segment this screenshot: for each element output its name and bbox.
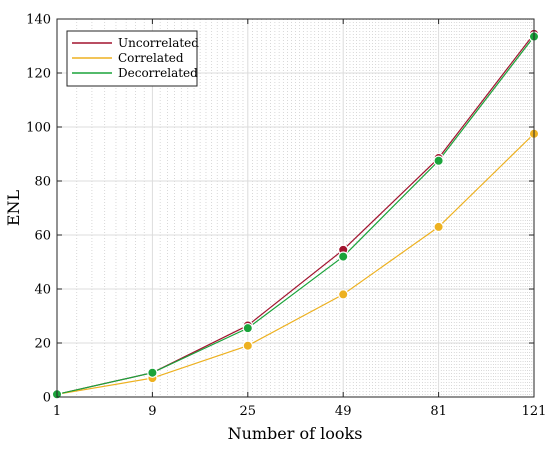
legend-label-uncorrelated: Uncorrelated bbox=[118, 36, 199, 50]
data-point-correlated bbox=[242, 340, 253, 351]
grid bbox=[56, 18, 535, 398]
series-line-decorrelated bbox=[56, 36, 535, 395]
legend-label-decorrelated: Decorrelated bbox=[118, 66, 198, 80]
x-tick-label: 9 bbox=[148, 404, 156, 419]
x-tick-label: 121 bbox=[522, 404, 547, 419]
x-tick-label: 49 bbox=[335, 404, 352, 419]
y-tick-label: 120 bbox=[26, 67, 51, 82]
plot-frame bbox=[56, 18, 535, 398]
y-axis-title: ENL bbox=[4, 189, 23, 226]
y-tick-label: 20 bbox=[34, 337, 51, 352]
data-point-correlated bbox=[338, 289, 349, 300]
axis-ticks bbox=[56, 18, 535, 398]
x-tick-label: 25 bbox=[240, 404, 257, 419]
x-axis-title: Number of looks bbox=[228, 424, 363, 443]
series-markers bbox=[51, 28, 540, 400]
data-point-decorrelated bbox=[338, 251, 349, 262]
y-tick-label: 0 bbox=[43, 391, 51, 406]
series-lines bbox=[56, 33, 535, 395]
series-line-correlated bbox=[56, 133, 535, 395]
x-tick-label: 1 bbox=[53, 404, 61, 419]
y-tick-label: 140 bbox=[26, 13, 51, 28]
data-point-decorrelated bbox=[242, 322, 253, 334]
y-tick-label: 60 bbox=[34, 229, 51, 244]
data-point-correlated bbox=[433, 221, 444, 233]
tick-labels: 1 9 25 49 81 121 0 20 40 60 80 100 120 140 bbox=[26, 13, 546, 420]
y-tick-label: 80 bbox=[34, 175, 51, 190]
legend-label-correlated: Correlated bbox=[118, 51, 184, 65]
y-tick-label: 100 bbox=[26, 121, 51, 136]
y-tick-label: 40 bbox=[34, 283, 51, 298]
data-point-decorrelated bbox=[147, 367, 158, 378]
x-tick-label: 81 bbox=[430, 404, 447, 419]
data-point-decorrelated bbox=[433, 155, 444, 166]
